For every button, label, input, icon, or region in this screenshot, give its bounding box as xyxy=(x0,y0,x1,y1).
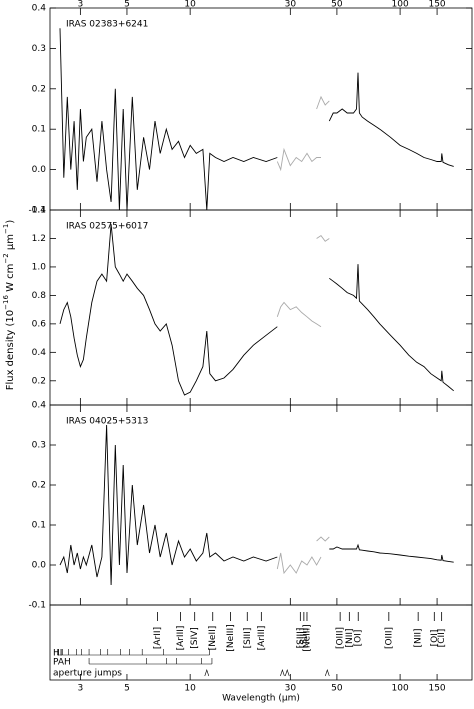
spectrum xyxy=(59,424,278,586)
panel-title: IRAS 02575+6017 xyxy=(66,222,148,232)
y-axis-label-part: Flux density (10 xyxy=(5,310,16,390)
y-tick-label: 0.0 xyxy=(32,165,47,175)
line-label: [OI] xyxy=(354,630,364,647)
line-label: [NeII] xyxy=(208,626,218,651)
spectrum xyxy=(328,72,454,167)
spectrum xyxy=(316,234,330,242)
x-tick-label-top: 3 xyxy=(78,0,84,10)
line-label: [NeIII] xyxy=(302,624,312,651)
y-tick-label: 0.8 xyxy=(32,291,47,301)
x-tick-label-top: 50 xyxy=(331,0,343,10)
y-axis-label-part: −1 xyxy=(2,224,10,234)
row-label: PAH xyxy=(53,658,71,668)
y-tick-label: 1.0 xyxy=(32,262,47,272)
y-tick-label: 0.1 xyxy=(32,521,46,531)
y-axis-label-part: W cm xyxy=(5,264,16,295)
spectrum xyxy=(329,264,454,392)
spectrum xyxy=(316,536,330,542)
x-axis-label: Wavelength (μm) xyxy=(222,694,300,704)
line-label: [SiII] xyxy=(299,628,309,649)
y-tick-label: 0.0 xyxy=(32,561,47,571)
y-tick-label: 0.1 xyxy=(32,125,46,135)
x-tick-label-top: 5 xyxy=(124,0,130,10)
x-tick-label: 100 xyxy=(392,684,409,694)
y-axis-label-part: −2 xyxy=(2,253,10,263)
jump-marker xyxy=(204,669,210,677)
spectrum xyxy=(276,147,321,172)
x-tick-label-top: 100 xyxy=(392,0,409,10)
spectrum xyxy=(316,95,330,110)
y-tick-label: 0.2 xyxy=(32,84,46,94)
x-tick-label: 50 xyxy=(331,684,343,694)
y-tick-label: 0.6 xyxy=(32,319,47,329)
line-label: [NII] xyxy=(414,628,424,647)
line-label: [ArII] xyxy=(153,627,163,649)
x-tick-label: 10 xyxy=(184,684,196,694)
jump-marker xyxy=(284,669,290,677)
line-label: [OIII] xyxy=(384,627,394,649)
y-tick-label: 0.3 xyxy=(32,44,46,54)
y-tick-label: 0.4 xyxy=(32,401,47,411)
x-tick-label: 30 xyxy=(285,684,297,694)
x-tick-label: 3 xyxy=(78,684,84,694)
x-tick-label: 5 xyxy=(124,684,130,694)
jump-marker xyxy=(325,669,330,677)
spectrum xyxy=(59,224,278,396)
row-label: HI xyxy=(53,649,62,659)
y-axis-label-part: μm xyxy=(5,234,16,253)
jump-marker xyxy=(280,669,285,677)
x-tick-label-top: 30 xyxy=(285,0,297,10)
x-tick-label-top: 10 xyxy=(184,0,196,10)
line-label: [OI] xyxy=(430,630,440,647)
y-tick-label: 0.4 xyxy=(32,348,47,358)
line-label: [NII] xyxy=(345,628,355,647)
spectrum xyxy=(276,301,322,328)
panel-title: IRAS 04025+5313 xyxy=(66,417,148,427)
line-label: [SIII] xyxy=(243,628,253,649)
panel-frame xyxy=(49,209,473,406)
y-tick-label: 0.4 xyxy=(32,4,47,14)
line-label: [ArIII] xyxy=(176,626,186,651)
y-axis-label-part: −16 xyxy=(2,295,10,310)
line-label: [CII] xyxy=(437,629,447,648)
y-tick-label: 1.2 xyxy=(32,234,46,244)
y-axis-label-part: ) xyxy=(5,220,16,224)
y-axis-label: Flux density (10−16 W cm−2 μm−1) xyxy=(2,220,16,391)
spectrum xyxy=(276,552,322,575)
x-tick-label: 150 xyxy=(428,684,445,694)
line-label: [NeIII] xyxy=(226,624,236,651)
line-label: [SIV] xyxy=(190,627,200,649)
y-tick-label: 0.2 xyxy=(32,376,46,386)
line-label: [SIII] xyxy=(296,628,306,649)
spectrum xyxy=(59,28,278,211)
y-tick-label: 1.4 xyxy=(32,206,47,216)
line-label: [ArIII] xyxy=(257,626,267,651)
x-tick-label-top: 150 xyxy=(428,0,445,10)
panel-title: IRAS 02383+6241 xyxy=(66,20,148,30)
y-tick-label: 0.2 xyxy=(32,481,46,491)
row-label: aperture jumps xyxy=(53,669,122,679)
y-tick-label: -0.1 xyxy=(28,206,46,216)
panel-frame xyxy=(49,7,473,211)
line-label: [OIII] xyxy=(336,627,346,649)
spectrum xyxy=(329,543,454,563)
y-tick-label: -0.1 xyxy=(28,601,46,611)
y-tick-label: 0.3 xyxy=(32,441,46,451)
id-panel-frame xyxy=(49,604,473,681)
